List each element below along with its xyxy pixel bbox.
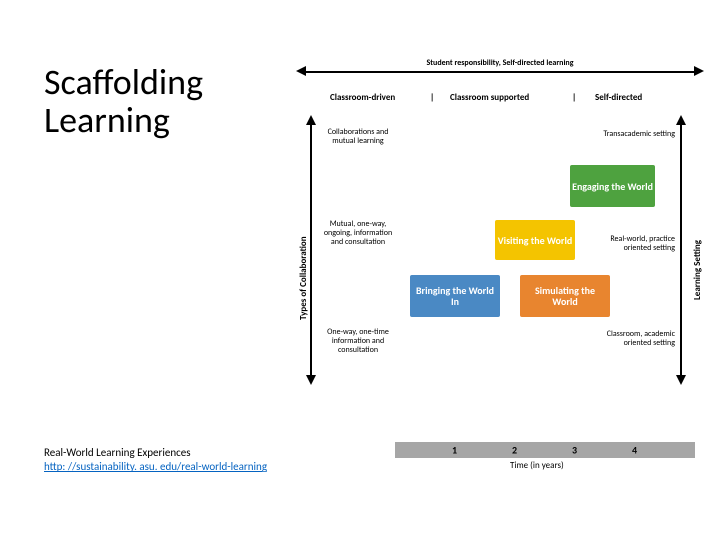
col-header-2: Self-directed — [595, 92, 642, 103]
block-visiting: Visiting the World — [495, 220, 575, 260]
credit-block: Real-World Learning Experiences http: //… — [44, 446, 267, 475]
left-axis-line — [310, 125, 312, 375]
credit-link[interactable]: http: //sustainability. asu. edu/real-wo… — [44, 460, 267, 474]
left-axis-up-head — [306, 115, 316, 125]
block-bringing: Bringing the World In — [410, 275, 500, 317]
top-arrow-left-head — [296, 66, 306, 76]
right-axis-label: Learning Setting — [692, 240, 703, 300]
slide-title: Scaffolding Learning — [44, 64, 264, 140]
right-axis-tick-2: Classroom, academic oriented setting — [600, 330, 675, 348]
col-header-sep-0: | — [430, 92, 434, 103]
top-arrow-line — [306, 71, 694, 73]
right-axis-down-head — [676, 375, 686, 385]
right-axis-line — [680, 125, 682, 375]
col-header-sep-1: | — [572, 92, 576, 103]
timeline-tick-1: 2 — [512, 444, 517, 457]
scaffolding-diagram: Student responsibility, Self-directed le… — [300, 70, 700, 420]
timeline-axis-label: Time (in years) — [510, 460, 564, 471]
block-engaging: Engaging the World — [570, 165, 655, 207]
timeline-tick-0: 1 — [452, 444, 457, 457]
credit-label: Real-World Learning Experiences — [44, 446, 267, 460]
left-axis-down-head — [306, 375, 316, 385]
left-axis-tick-2: One-way, one-time information and consul… — [318, 328, 398, 356]
timeline-tick-2: 3 — [572, 444, 577, 457]
timeline-tick-3: 4 — [632, 444, 637, 457]
col-header-1: Classroom supported — [450, 92, 529, 103]
top-arrow-label: Student responsibility, Self-directed le… — [390, 58, 610, 68]
block-simulating: Simulating the World — [520, 275, 610, 317]
left-axis-label: Types of Collaboration — [298, 236, 309, 320]
col-header-0: Classroom-driven — [330, 92, 395, 103]
right-axis-up-head — [676, 115, 686, 125]
right-axis-tick-0: Transacademic setting — [600, 130, 675, 139]
right-axis-tick-1: Real-world, practice oriented setting — [600, 235, 675, 253]
top-arrow-right-head — [694, 66, 704, 76]
left-axis-tick-0: Collaborations and mutual learning — [318, 128, 398, 146]
left-axis-tick-1: Mutual, one-way, ongoing, information an… — [318, 220, 398, 248]
timeline-bar: 1 2 3 4 — [395, 442, 695, 458]
